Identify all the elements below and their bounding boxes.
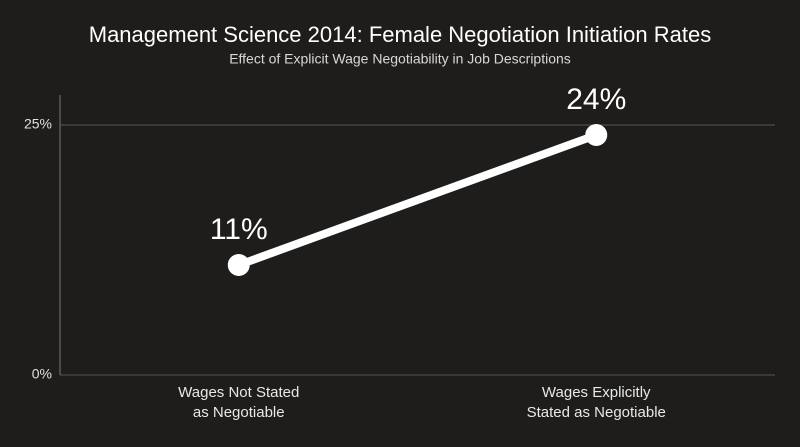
chart-title: Management Science 2014: Female Negotiat… [89, 22, 711, 47]
data-line [234, 131, 601, 269]
chart-subtitle: Effect of Explicit Wage Negotiability in… [229, 51, 571, 67]
y-tick-label: 25% [24, 116, 52, 132]
x-tick-label: Wages Explicitly Stated as Negotiable [526, 384, 666, 421]
y-tick-label: 0% [32, 366, 52, 382]
data-point [227, 254, 250, 276]
value-label: 11% [210, 213, 268, 246]
value-label: 24% [566, 83, 626, 116]
data-point [585, 124, 608, 146]
x-tick-label: Wages Not Stated as Negotiable [178, 384, 300, 421]
